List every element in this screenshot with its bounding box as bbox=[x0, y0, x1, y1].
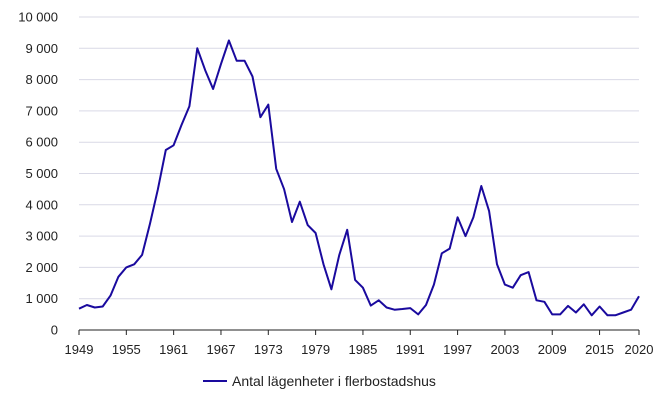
series-line bbox=[78, 39, 640, 317]
x-axis-ticks: 1949 1955 1961 1967 1973 1979 1985 1991 1997 2003… bbox=[65, 330, 654, 357]
y-tick-label: 6 000 bbox=[25, 135, 58, 150]
y-tick-label: 8 000 bbox=[25, 72, 58, 87]
x-tick-label: 1955 bbox=[112, 342, 141, 357]
y-tick-label: 9 000 bbox=[25, 41, 58, 56]
legend-label: Antal lägenheter i flerbostadshus bbox=[232, 373, 436, 389]
x-tick-label: 1985 bbox=[348, 342, 377, 357]
y-tick-label: 4 000 bbox=[25, 197, 58, 212]
x-tick-label: 1967 bbox=[207, 342, 236, 357]
x-tick-label: 2009 bbox=[538, 342, 567, 357]
x-tick-label: 1949 bbox=[65, 342, 94, 357]
y-tick-label: 0 bbox=[51, 323, 58, 338]
y-tick-label: 7 000 bbox=[25, 103, 58, 118]
y-axis-ticks: 0 1 000 2 000 3 000 4 000 5 000 6 000 7 000 8 00… bbox=[18, 10, 58, 338]
y-tick-label: 2 000 bbox=[25, 260, 58, 275]
x-tick-label: 1991 bbox=[396, 342, 425, 357]
legend: Antal lägenheter i flerbostadshus bbox=[203, 373, 436, 389]
x-tick-label: 1979 bbox=[301, 342, 330, 357]
x-tick-label: 1997 bbox=[443, 342, 472, 357]
y-tick-label: 1 000 bbox=[25, 291, 58, 306]
y-tick-label: 3 000 bbox=[25, 229, 58, 244]
x-tick-label: 1973 bbox=[254, 342, 283, 357]
x-tick-label: 2020 bbox=[625, 342, 654, 357]
y-tick-label: 5 000 bbox=[25, 166, 58, 181]
x-tick-label: 2003 bbox=[490, 342, 519, 357]
gridlines bbox=[79, 16, 639, 300]
x-tick-label: 1961 bbox=[159, 342, 188, 357]
y-tick-label: 10 000 bbox=[18, 10, 58, 25]
x-tick-label: 2015 bbox=[585, 342, 614, 357]
series-lines bbox=[78, 39, 640, 317]
